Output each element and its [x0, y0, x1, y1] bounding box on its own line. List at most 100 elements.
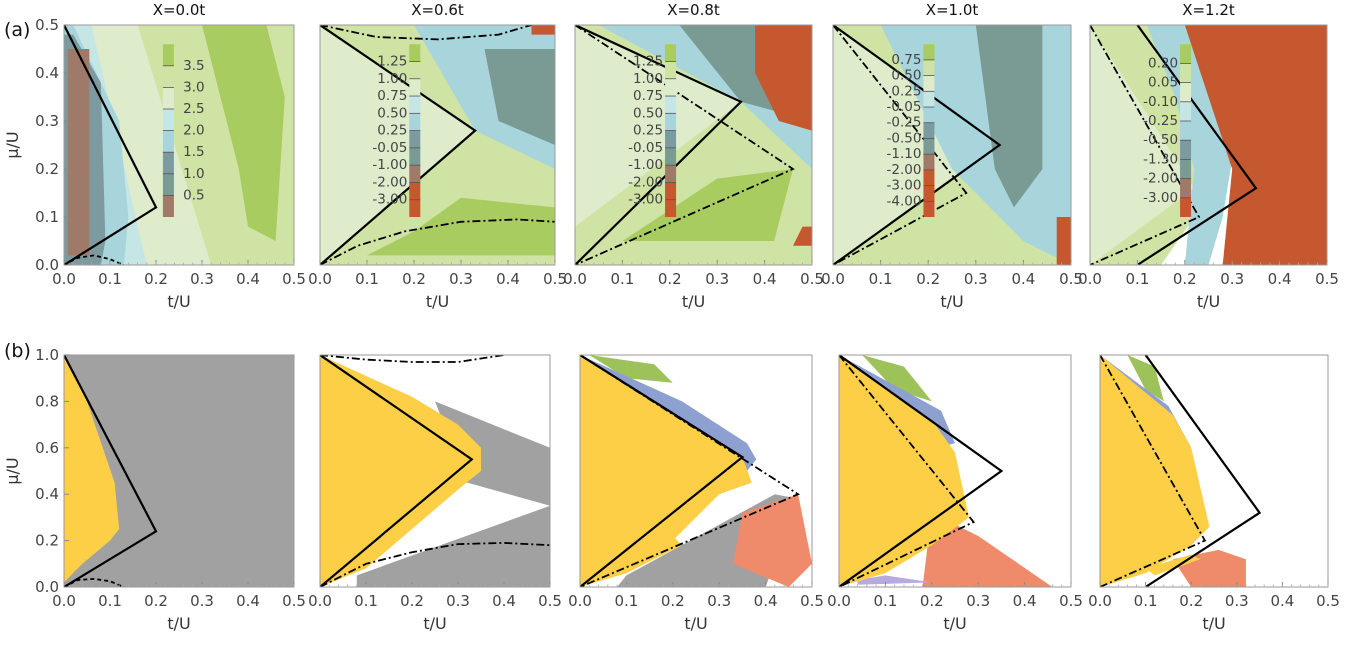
colorbar-swatch	[665, 96, 677, 114]
x-tick-label: 0.4	[1011, 270, 1035, 288]
colorbar-swatch	[665, 61, 677, 79]
x-tick-label: 0.1	[1125, 270, 1149, 288]
colorbar-swatch	[162, 65, 174, 88]
x-tick-label: 0.4	[492, 592, 516, 610]
x-tick-label: 0.4	[496, 270, 520, 288]
dash-dot-boundary	[320, 541, 550, 587]
phase-region-yellow	[64, 355, 120, 583]
phase-region-grey	[356, 505, 550, 587]
colorbar: 1.25 1.000.750.50 0.25-0.05-1.00-2.00 -3.00	[628, 44, 677, 217]
x-tick-label: 0.1	[1134, 592, 1158, 610]
x-tick-label: 0.0	[308, 592, 332, 610]
mott-lobe-boundary	[320, 25, 477, 265]
colorbar-tick-label: -1.00	[372, 157, 407, 173]
colorbar-tick-label: -2.00	[628, 174, 663, 190]
phase-region-olive	[1127, 355, 1164, 402]
chart-title: X=0.8t	[667, 1, 720, 19]
plot-frame	[832, 24, 1072, 266]
x-tick-label: 0.5	[543, 270, 567, 288]
dash-dot-boundary	[580, 355, 801, 587]
x-tick-label: 0.1	[98, 592, 122, 610]
plot-area	[839, 355, 1071, 587]
phase-region-salmon	[733, 494, 812, 587]
colorbar-swatch	[665, 44, 677, 62]
colorbar-swatch	[665, 113, 677, 131]
x-tick-label: 0.2	[402, 270, 426, 288]
heat-region-palegreen	[320, 25, 476, 265]
chart-panel-5: 0.20 0.05 -0.10 -0.25 -0.50 -1.30 -2.00 -3.00 X=…	[1078, 1, 1339, 311]
mott-lobe-boundary	[580, 355, 745, 587]
heat-region-green	[367, 197, 555, 256]
x-tick-label: 0.3	[966, 592, 990, 610]
x-tick-label: 0.5	[1059, 270, 1083, 288]
y-tick-label: 0.2	[35, 532, 59, 550]
panel-label-b: (b)	[4, 340, 31, 362]
colorbar-tick-label: -1.10	[887, 146, 922, 162]
dash-dot-boundary	[575, 25, 795, 265]
x-tick-label: 0.2	[1179, 592, 1203, 610]
dashed-boundary	[64, 577, 125, 587]
mott-lobe-boundary	[320, 355, 474, 587]
x-tick-label: 0.4	[1270, 592, 1294, 610]
x-tick-label: 0.0	[821, 270, 845, 288]
y-tick-label: 0.0	[35, 256, 59, 274]
x-axis-label: t/U	[1197, 292, 1220, 311]
colorbar-swatch	[923, 122, 935, 139]
colorbar-tick-label: -0.50	[887, 130, 922, 146]
x-tick-label: 0.5	[1316, 592, 1340, 610]
colorbar-tick-label: 0.50	[633, 105, 663, 121]
colorbar-tick-label: 1.5	[183, 144, 204, 160]
phase-region-yellow	[320, 355, 481, 587]
colorbar-swatch	[665, 199, 677, 217]
colorbar-swatch	[923, 44, 935, 60]
heat-region-palegreen	[833, 25, 1000, 265]
heat-region-orange	[1184, 25, 1327, 265]
mott-lobe-boundary	[1136, 25, 1258, 265]
y-tick-label: 0.1	[35, 208, 59, 226]
x-tick-label: 0.3	[446, 592, 470, 610]
colorbar-swatch	[162, 173, 174, 196]
colorbar-swatch	[1180, 63, 1192, 83]
colorbar-tick-label: -0.10	[1143, 94, 1178, 110]
plot-area	[580, 355, 812, 587]
colorbar-swatch	[665, 165, 677, 183]
dash-dot-boundary	[320, 355, 505, 363]
plot-frame	[63, 24, 295, 266]
x-tick-label: 0.3	[190, 592, 214, 610]
heat-region-orange	[793, 226, 812, 246]
x-tick-label: 0.2	[144, 270, 168, 288]
x-tick-label: 0.5	[1315, 270, 1339, 288]
colorbar-swatch	[923, 169, 935, 186]
y-tick-label: 0.3	[35, 112, 59, 130]
chart-panel-9: 0.0 0.1 0.2 0.3 0.4 0.5 t/U	[827, 354, 1083, 633]
x-tick-label: 0.1	[614, 592, 638, 610]
colorbar-tick-label: 0.75	[891, 52, 921, 68]
chart-title: X=1.0t	[926, 1, 979, 19]
dash-dot-boundary	[320, 25, 532, 41]
x-tick-label: 0.1	[869, 270, 893, 288]
heat-region-palegreen	[1090, 25, 1195, 265]
plot-frame	[579, 354, 813, 588]
plot-frame	[574, 24, 813, 266]
y-tick-label: 0.4	[35, 485, 59, 503]
plot-frame	[319, 24, 556, 266]
plot-frame	[63, 354, 295, 588]
dashed-boundary	[64, 254, 125, 265]
mott-lobe-boundary	[64, 25, 158, 265]
colorbar-tick-label: 0.75	[633, 88, 663, 104]
colorbar-swatch	[162, 130, 174, 153]
x-tick-label: 0.1	[98, 270, 122, 288]
colorbar-tick-label: -0.25	[1143, 113, 1178, 129]
x-tick-label: 0.3	[449, 270, 473, 288]
colorbar-tick-label: -3.00	[372, 192, 407, 208]
plot-frame	[838, 354, 1072, 588]
x-axis-label: t/U	[1202, 614, 1225, 633]
colorbar-swatch	[409, 182, 421, 200]
colorbar-swatch	[1180, 197, 1192, 217]
x-tick-label: 0.1	[354, 592, 378, 610]
chart-title: X=0.0t	[153, 1, 206, 19]
y-tick-label: 0.8	[35, 392, 59, 410]
y-tick-label: 0.4	[35, 64, 59, 82]
colorbar-swatch	[162, 44, 174, 66]
x-tick-label: 0.5	[538, 592, 562, 610]
